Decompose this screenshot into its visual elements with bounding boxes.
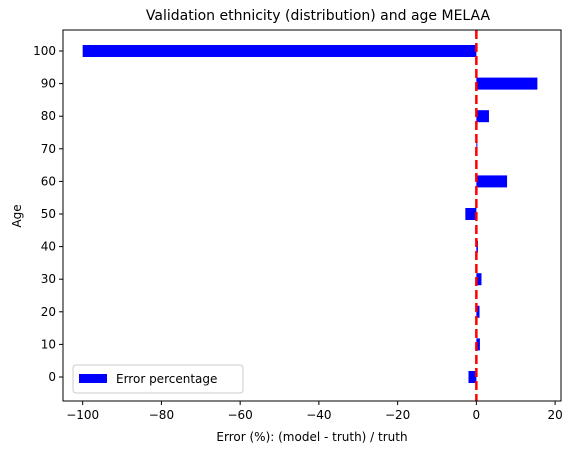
y-tick-label: 60 (41, 174, 56, 188)
y-tick-label: 20 (41, 305, 56, 319)
x-tick-label: −60 (227, 408, 252, 422)
y-axis-label: Age (10, 204, 24, 227)
y-tick-label: 0 (48, 370, 56, 384)
bar-age-80 (476, 110, 489, 123)
legend-swatch (79, 374, 107, 383)
bar-age-30 (476, 273, 482, 286)
x-tick-label: 20 (547, 408, 562, 422)
bar-age-60 (476, 175, 508, 188)
x-tick-label: −100 (66, 408, 99, 422)
y-tick-label: 80 (41, 109, 56, 123)
x-tick-label: −80 (149, 408, 174, 422)
x-axis-label: Error (%): (model - truth) / truth (216, 430, 407, 444)
y-tick-label: 50 (41, 207, 56, 221)
chart-title: Validation ethnicity (distribution) and … (146, 8, 491, 24)
bar-age-0 (468, 371, 477, 383)
y-tick-label: 90 (41, 77, 56, 91)
bar-age-10 (476, 338, 480, 351)
bar-age-100 (82, 45, 477, 57)
x-tick-label: −20 (385, 408, 410, 422)
axes-group (62, 29, 562, 402)
y-tick-label: 40 (41, 240, 56, 254)
plot-frame (62, 29, 562, 402)
bar-age-50 (465, 208, 477, 220)
ticks-group: −100 −80 −60 −40 −20 0 20 0 10 20 30 40 50 60 70 80 90 10… (33, 44, 563, 422)
legend-label: Error percentage (116, 372, 217, 386)
x-tick-label: 0 (473, 408, 481, 422)
x-tick-label: −40 (306, 408, 331, 422)
y-tick-label: 30 (41, 272, 56, 286)
y-tick-label: 10 (41, 337, 56, 351)
y-tick-label: 100 (33, 44, 56, 58)
y-tick-label: 70 (41, 142, 56, 156)
legend-frame (72, 364, 244, 394)
legend: Error percentage (72, 364, 244, 394)
bar-age-20 (476, 305, 480, 318)
bars-group (82, 45, 538, 383)
bar-age-90 (476, 77, 538, 90)
